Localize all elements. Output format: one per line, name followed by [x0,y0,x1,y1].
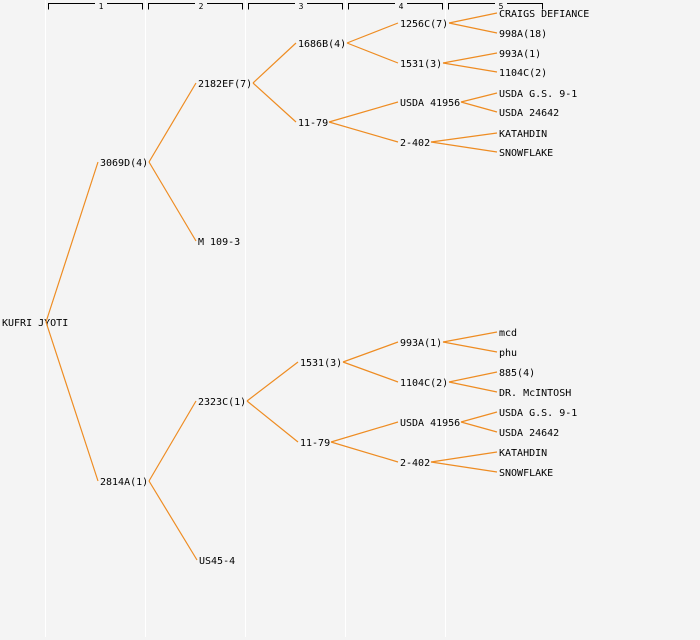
edge-2814a-1-to-us45-4 [148,480,198,561]
edge-1686b-4-to-1256c-7 [346,22,399,44]
edge-1531-3-bottom-to-1104c-2-bottom [342,361,399,383]
node-label-snowflake-bottom: SNOWFLAKE [499,468,553,479]
node-label-11-79-top: 11-79 [298,118,328,129]
edge-2-402-top-to-snowflake-top [430,141,498,153]
edge-1104c-2-bottom-to-885-4 [448,371,498,383]
node-label-usda-gs-9-1-bottom: USDA G.S. 9-1 [499,408,577,419]
edge-kufri-jyoti-to-3069d-4 [45,161,99,323]
edge-11-79-top-to-2-402-top [328,121,399,143]
edge-1104c-2-bottom-to-dr-mcintosh [448,381,498,393]
edge-11-79-bottom-to-2-402-bottom [330,441,399,463]
edge-2323c-1-to-11-79-bottom [246,400,299,443]
edge-usda-41956-top-to-usda-gs-9-1-top [460,92,498,103]
node-label-usda-gs-9-1-top: USDA G.S. 9-1 [499,89,577,100]
generation-ruler-5 [448,3,543,10]
edge-2182ef-7-to-1686b-4 [252,42,297,84]
node-label-kufri-jyoti: KUFRI JYOTI [2,318,68,329]
node-label-phu: phu [499,348,517,359]
edge-1531-3-bottom-to-993a-1-bottom [342,341,399,363]
edge-2323c-1-to-1531-3-bottom [246,361,299,402]
edge-3069d-4-to-2182ef-7 [148,82,197,163]
node-label-3069d-4: 3069D(4) [100,158,148,169]
generation-ruler-2 [148,3,243,10]
node-label-2814a-1: 2814A(1) [100,477,148,488]
edge-11-79-bottom-to-usda-41956-bottom [330,421,399,443]
edge-usda-41956-bottom-to-usda-24642-bottom [460,421,498,433]
node-label-1256c-7: 1256C(7) [400,19,448,30]
node-label-dr-mcintosh: DR. McINTOSH [499,388,571,399]
node-label-1104c-2-top: 1104C(2) [499,68,547,79]
generation-header-1: 1 [99,2,104,11]
generation-header-4: 4 [399,2,404,11]
edge-1256c-7-to-998a-18 [448,22,498,34]
node-label-1531-3-top: 1531(3) [400,59,442,70]
edge-11-79-top-to-usda-41956-top [328,101,399,123]
node-label-2-402-top: 2-402 [400,138,430,149]
node-label-1531-3-bottom: 1531(3) [300,358,342,369]
edge-2182ef-7-to-11-79-top [252,82,297,123]
edge-usda-41956-bottom-to-usda-gs-9-1-bottom [460,411,498,423]
edge-1686b-4-to-1531-3-top [346,42,399,64]
node-label-mcd: mcd [499,328,517,339]
edge-993a-1-bottom-to-mcd [442,331,498,343]
node-label-11-79-bottom: 11-79 [300,438,330,449]
node-label-katahdin-bottom: KATAHDIN [499,448,547,459]
node-label-2182ef-7: 2182EF(7) [198,79,252,90]
edge-1531-3-top-to-993a-1-top [442,52,498,64]
generation-header-3: 3 [299,2,304,11]
node-label-993a-1-top: 993A(1) [499,49,541,60]
generation-header-2: 2 [199,2,204,11]
node-label-2323c-1: 2323C(1) [198,397,246,408]
node-label-katahdin-top: KATAHDIN [499,129,547,140]
node-label-885-4: 885(4) [499,368,535,379]
node-label-snowflake-top: SNOWFLAKE [499,148,553,159]
node-label-usda-41956-top: USDA 41956 [400,98,460,109]
generation-ruler-1 [48,3,143,10]
generation-header-5: 5 [499,2,504,11]
edge-2-402-top-to-katahdin-top [430,132,498,143]
generation-ruler-4 [348,3,443,10]
node-label-craigs-defiance: CRAIGS DEFIANCE [499,9,589,20]
edge-kufri-jyoti-to-2814a-1 [45,321,99,482]
edge-3069d-4-to-m-109-3 [148,161,197,242]
node-label-m-109-3: M 109-3 [198,237,240,248]
node-label-993a-1-bottom: 993A(1) [400,338,442,349]
node-label-998a-18: 998A(18) [499,29,547,40]
node-label-us45-4: US45-4 [199,556,235,567]
node-label-usda-24642-top: USDA 24642 [499,108,559,119]
edge-1531-3-top-to-1104c-2-top [442,62,498,73]
edge-1256c-7-to-craigs-defiance [448,12,498,24]
node-label-usda-41956-bottom: USDA 41956 [400,418,460,429]
generation-ruler-3 [248,3,343,10]
edge-2-402-bottom-to-snowflake-bottom [430,461,498,473]
node-label-1104c-2-bottom: 1104C(2) [400,378,448,389]
edge-2-402-bottom-to-katahdin-bottom [430,451,498,463]
edge-2814a-1-to-2323c-1 [148,400,197,482]
edge-993a-1-bottom-to-phu [442,341,498,353]
node-label-usda-24642-bottom: USDA 24642 [499,428,559,439]
node-label-1686b-4: 1686B(4) [298,39,346,50]
edge-usda-41956-top-to-usda-24642-top [460,101,498,113]
node-label-2-402-bottom: 2-402 [400,458,430,469]
